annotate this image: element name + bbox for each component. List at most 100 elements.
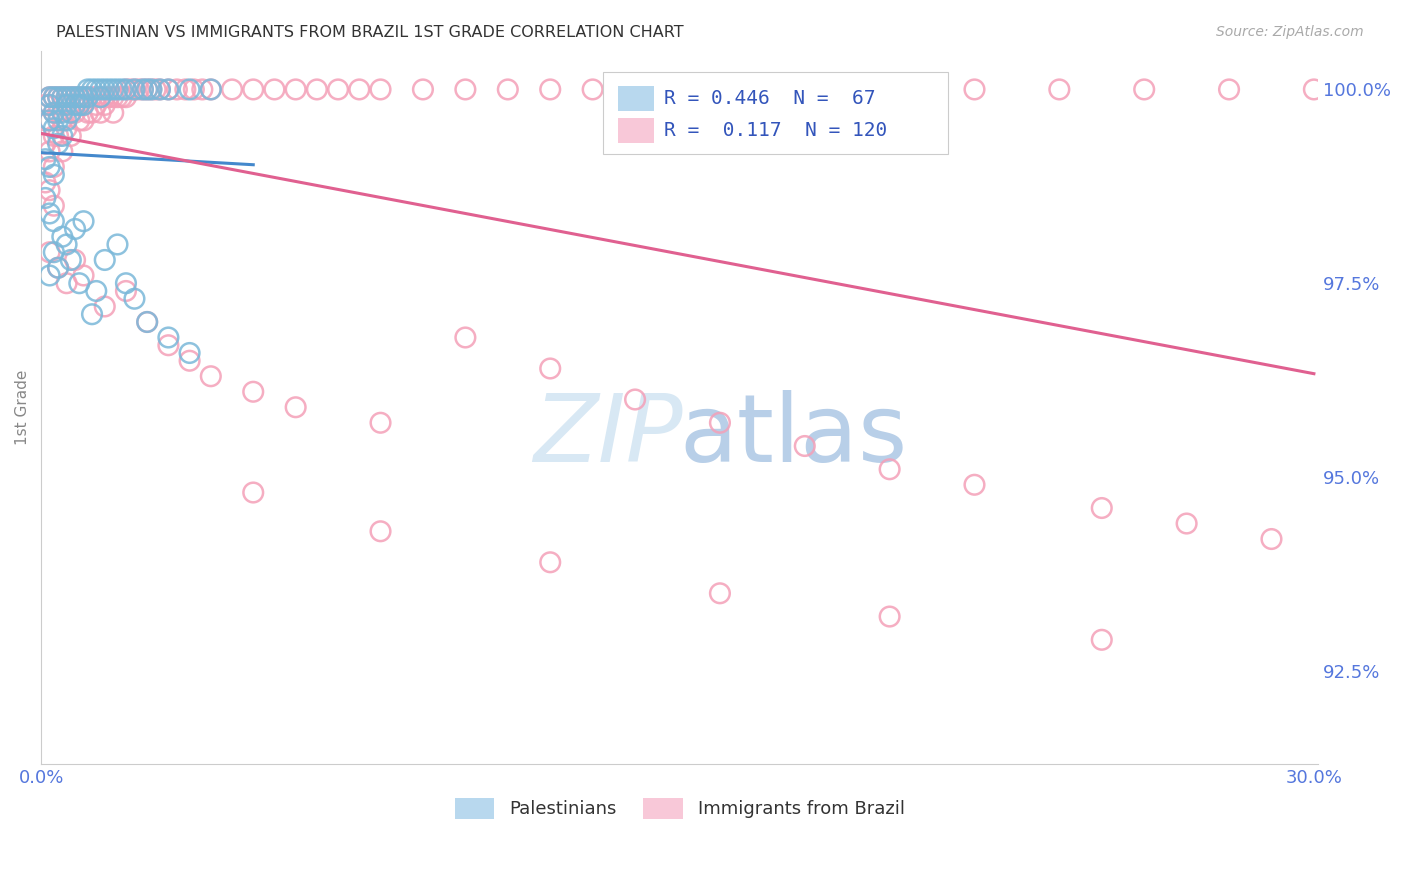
Point	[55, 90, 77, 104]
Point	[80, 307, 103, 321]
Point	[34, 98, 56, 112]
Point	[89, 105, 111, 120]
Point	[34, 136, 56, 151]
Point	[157, 338, 180, 352]
Point	[38, 145, 60, 159]
Point	[67, 113, 90, 128]
Point	[89, 90, 111, 104]
Point	[124, 292, 146, 306]
Point	[55, 237, 77, 252]
Point	[1091, 632, 1114, 647]
Point	[42, 105, 65, 120]
Point	[751, 82, 773, 96]
Point	[67, 98, 90, 112]
Point	[370, 416, 392, 430]
Point	[55, 113, 77, 128]
Point	[709, 82, 731, 96]
Point	[879, 462, 901, 476]
Point	[46, 128, 69, 143]
Point	[370, 524, 392, 539]
Text: R = 0.446  N =  67: R = 0.446 N = 67	[664, 89, 876, 108]
Point	[124, 82, 146, 96]
Point	[94, 90, 117, 104]
Point	[624, 392, 647, 407]
Point	[72, 98, 94, 112]
Text: atlas: atlas	[679, 390, 908, 482]
Point	[63, 90, 86, 104]
Point	[63, 90, 86, 104]
Point	[59, 128, 82, 143]
Point	[84, 90, 107, 104]
Point	[1133, 82, 1156, 96]
Point	[793, 82, 815, 96]
Point	[72, 268, 94, 283]
Point	[136, 82, 159, 96]
Point	[76, 90, 98, 104]
Point	[72, 113, 94, 128]
Point	[80, 105, 103, 120]
Point	[42, 90, 65, 104]
Point	[34, 176, 56, 190]
Point	[51, 98, 73, 112]
Point	[67, 98, 90, 112]
Point	[879, 609, 901, 624]
Point	[51, 145, 73, 159]
Point	[242, 82, 264, 96]
Point	[284, 401, 307, 415]
Point	[1091, 501, 1114, 516]
Point	[141, 82, 163, 96]
Point	[538, 361, 561, 376]
Point	[80, 82, 103, 96]
Point	[107, 237, 129, 252]
Point	[38, 90, 60, 104]
Point	[80, 90, 103, 104]
Point	[242, 384, 264, 399]
Point	[55, 98, 77, 112]
Point	[38, 183, 60, 197]
Point	[63, 252, 86, 267]
Point	[124, 82, 146, 96]
Point	[624, 82, 647, 96]
Point	[98, 90, 121, 104]
Point	[111, 82, 134, 96]
Legend: Palestinians, Immigrants from Brazil: Palestinians, Immigrants from Brazil	[447, 791, 911, 826]
Point	[349, 82, 371, 96]
Point	[42, 90, 65, 104]
Point	[42, 160, 65, 174]
Point	[72, 90, 94, 104]
Point	[84, 82, 107, 96]
Point	[326, 82, 349, 96]
Point	[46, 113, 69, 128]
Point	[370, 82, 392, 96]
Point	[120, 82, 142, 96]
Point	[38, 113, 60, 128]
FancyBboxPatch shape	[603, 72, 948, 154]
Bar	[619, 87, 654, 112]
Point	[55, 90, 77, 104]
Point	[200, 82, 222, 96]
Point	[55, 277, 77, 291]
Point	[76, 90, 98, 104]
Point	[666, 82, 689, 96]
Point	[84, 98, 107, 112]
Point	[51, 90, 73, 104]
Point	[305, 82, 328, 96]
Point	[132, 82, 155, 96]
Point	[89, 82, 111, 96]
Point	[115, 90, 138, 104]
Point	[46, 90, 69, 104]
Point	[200, 82, 222, 96]
Point	[582, 82, 605, 96]
Point	[42, 121, 65, 136]
Text: ZIP: ZIP	[533, 391, 682, 482]
Point	[46, 260, 69, 275]
Point	[538, 82, 561, 96]
Point	[34, 191, 56, 205]
Point	[76, 105, 98, 120]
Point	[55, 98, 77, 112]
Point	[59, 105, 82, 120]
Point	[141, 82, 163, 96]
Point	[98, 82, 121, 96]
Point	[709, 586, 731, 600]
Point	[42, 105, 65, 120]
